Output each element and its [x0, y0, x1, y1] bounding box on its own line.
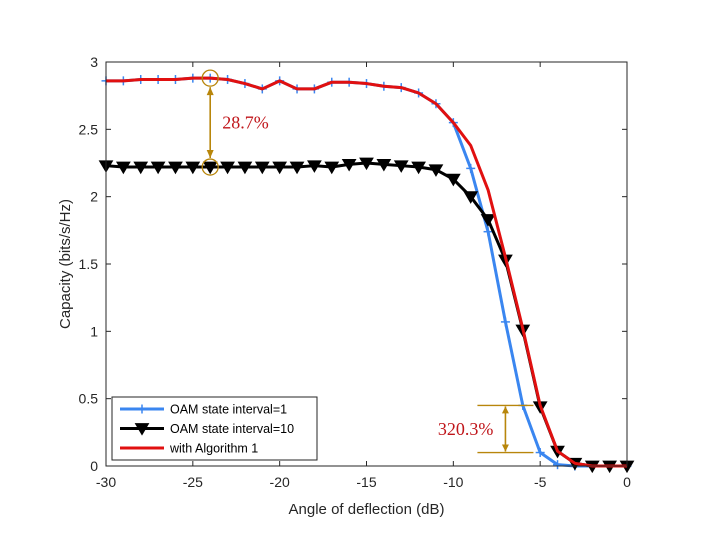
legend-label: OAM state interval=10 — [170, 422, 294, 436]
triangle-marker — [202, 161, 218, 175]
y-tick-label: 1.5 — [79, 256, 99, 272]
y-tick-label: 3 — [90, 54, 98, 70]
triangle-marker — [289, 161, 305, 175]
x-tick-label: -15 — [356, 474, 376, 490]
y-tick-label: 2.5 — [79, 121, 99, 137]
triangle-marker — [480, 214, 496, 227]
plus-marker — [553, 460, 563, 470]
y-tick-label: 0.5 — [79, 391, 99, 407]
annotation-1: 320.3% — [438, 404, 534, 454]
x-tick-label: -20 — [270, 474, 290, 490]
triangle-marker — [168, 161, 183, 175]
triangle-marker — [445, 173, 461, 187]
x-tick-label: -10 — [443, 474, 463, 490]
annotation-label: 28.7% — [222, 113, 269, 133]
legend-label: OAM state interval=1 — [170, 403, 287, 417]
triangle-marker — [411, 161, 426, 175]
triangle-marker — [359, 157, 374, 171]
legend-entry-2: with Algorithm 1 — [120, 442, 258, 456]
highlight-circle-top — [201, 69, 219, 87]
arrow-head-down — [501, 444, 509, 452]
triangle-marker — [324, 161, 340, 175]
annotation-0: 28.7% — [201, 69, 269, 176]
x-tick-label: -5 — [534, 474, 547, 490]
triangle-marker — [220, 161, 235, 175]
y-tick-label: 2 — [90, 189, 98, 205]
plus-marker — [483, 227, 493, 237]
arrow-head-down — [206, 150, 214, 159]
triangle-marker — [307, 160, 322, 173]
x-tick-label: 0 — [623, 474, 631, 490]
series-with-algorithm-1 — [106, 76, 627, 468]
triangle-marker — [185, 161, 201, 175]
x-tick-label: -25 — [183, 474, 203, 490]
y-axis-label: Capacity (bits/s/Hz) — [57, 199, 74, 329]
legend: OAM state interval=1 OAM state interval=1… — [111, 396, 318, 461]
plus-marker — [500, 317, 510, 327]
triangle-marker — [254, 161, 270, 175]
triangle-marker — [376, 158, 392, 172]
triangle-marker — [134, 423, 150, 436]
plus-marker — [137, 404, 147, 414]
highlight-circle-bottom — [201, 158, 219, 176]
triangle-marker — [393, 160, 409, 173]
triangle-marker — [133, 161, 149, 175]
arrow-head-up — [206, 87, 214, 96]
annotation-label: 320.3% — [438, 419, 494, 439]
x-axis-label: Angle of deflection (dB) — [289, 501, 445, 518]
axes: -30 -25 -20 -15 -10 -5 0 0 0.5 1 1.5 2 2.5 3 Angle of … — [57, 54, 631, 518]
plus-marker — [535, 448, 545, 458]
legend-entry-0: OAM state interval=1 — [120, 403, 287, 417]
plot-area — [98, 73, 635, 474]
triangle-marker — [341, 158, 357, 172]
x-tick-label: -30 — [96, 474, 116, 490]
plus-marker — [466, 163, 476, 173]
legend-label: with Algorithm 1 — [169, 442, 258, 456]
triangle-marker — [428, 164, 444, 177]
triangle-marker — [150, 161, 166, 175]
series-line — [106, 76, 627, 468]
arrow-head-up — [501, 406, 509, 414]
triangle-marker — [237, 161, 253, 175]
annotations: 28.7% 320.3% — [201, 69, 534, 454]
y-tick-label: 0 — [90, 458, 98, 474]
y-tick-label: 1 — [90, 323, 98, 339]
triangle-marker — [272, 161, 288, 175]
triangle-marker — [463, 191, 479, 204]
legend-entry-1: OAM state interval=10 — [120, 422, 294, 436]
triangle-marker — [115, 161, 131, 175]
